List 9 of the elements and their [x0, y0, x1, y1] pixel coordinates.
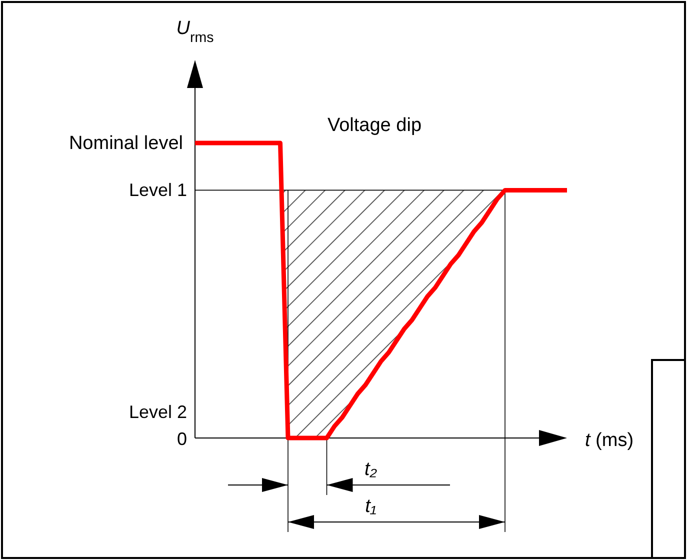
text: Level 1: [128, 180, 187, 200]
text: Voltage dip: [327, 115, 422, 136]
text: U$_{rms}$: [176, 18, 214, 46]
text: t₂: [364, 459, 378, 480]
text: Nominal level: [68, 133, 183, 154]
text: t₁: [365, 496, 376, 517]
text: Level 2: [128, 402, 187, 422]
text: 0: [176, 429, 187, 449]
x-axis-title: t (ms): [585, 430, 634, 451]
